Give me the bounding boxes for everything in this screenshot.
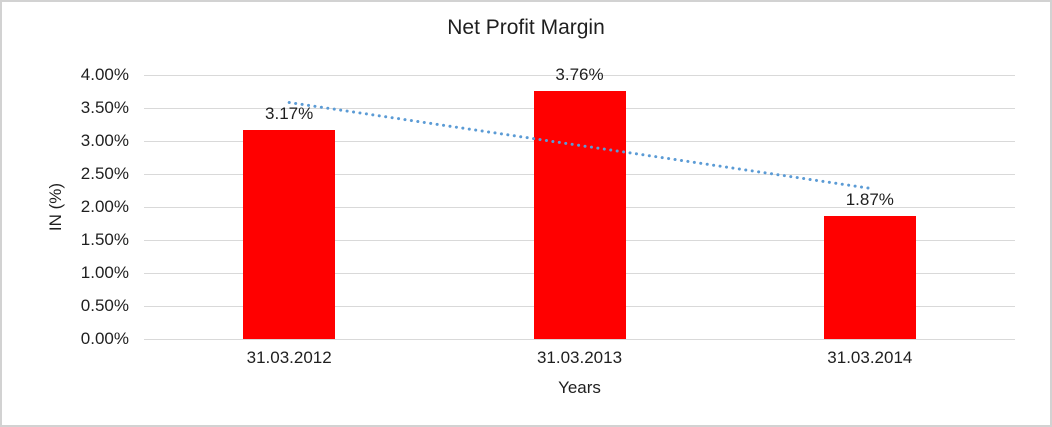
x-tick-label: 31.03.2012 — [246, 348, 332, 367]
data-label: 3.76% — [555, 64, 604, 84]
y-tick-label: 1.50% — [80, 230, 129, 249]
y-tick-label: 3.50% — [80, 98, 129, 117]
x-tick-label: 31.03.2013 — [536, 348, 623, 367]
y-tick-label: 2.50% — [80, 164, 129, 183]
x-axis-title: Years — [558, 378, 601, 397]
y-tick-label: 1.00% — [80, 263, 129, 282]
y-tick-label: 3.00% — [80, 131, 129, 150]
y-tick-label: 2.00% — [80, 197, 129, 216]
bar-31.03.2012 — [243, 129, 336, 339]
gridline — [144, 74, 1015, 76]
bar-31.03.2014 — [823, 215, 916, 339]
data-label: 1.87% — [845, 189, 894, 209]
data-label: 3.17% — [265, 103, 314, 123]
x-tick-label: 31.03.2014 — [827, 348, 913, 367]
y-tick-label: 0.50% — [80, 296, 129, 315]
y-tick-label: 0.00% — [80, 329, 129, 348]
bar-31.03.2013 — [533, 90, 626, 339]
chart-title: Net Profit Margin — [447, 16, 605, 39]
y-tick-label: 4.00% — [80, 65, 129, 84]
gridline — [144, 338, 1015, 340]
